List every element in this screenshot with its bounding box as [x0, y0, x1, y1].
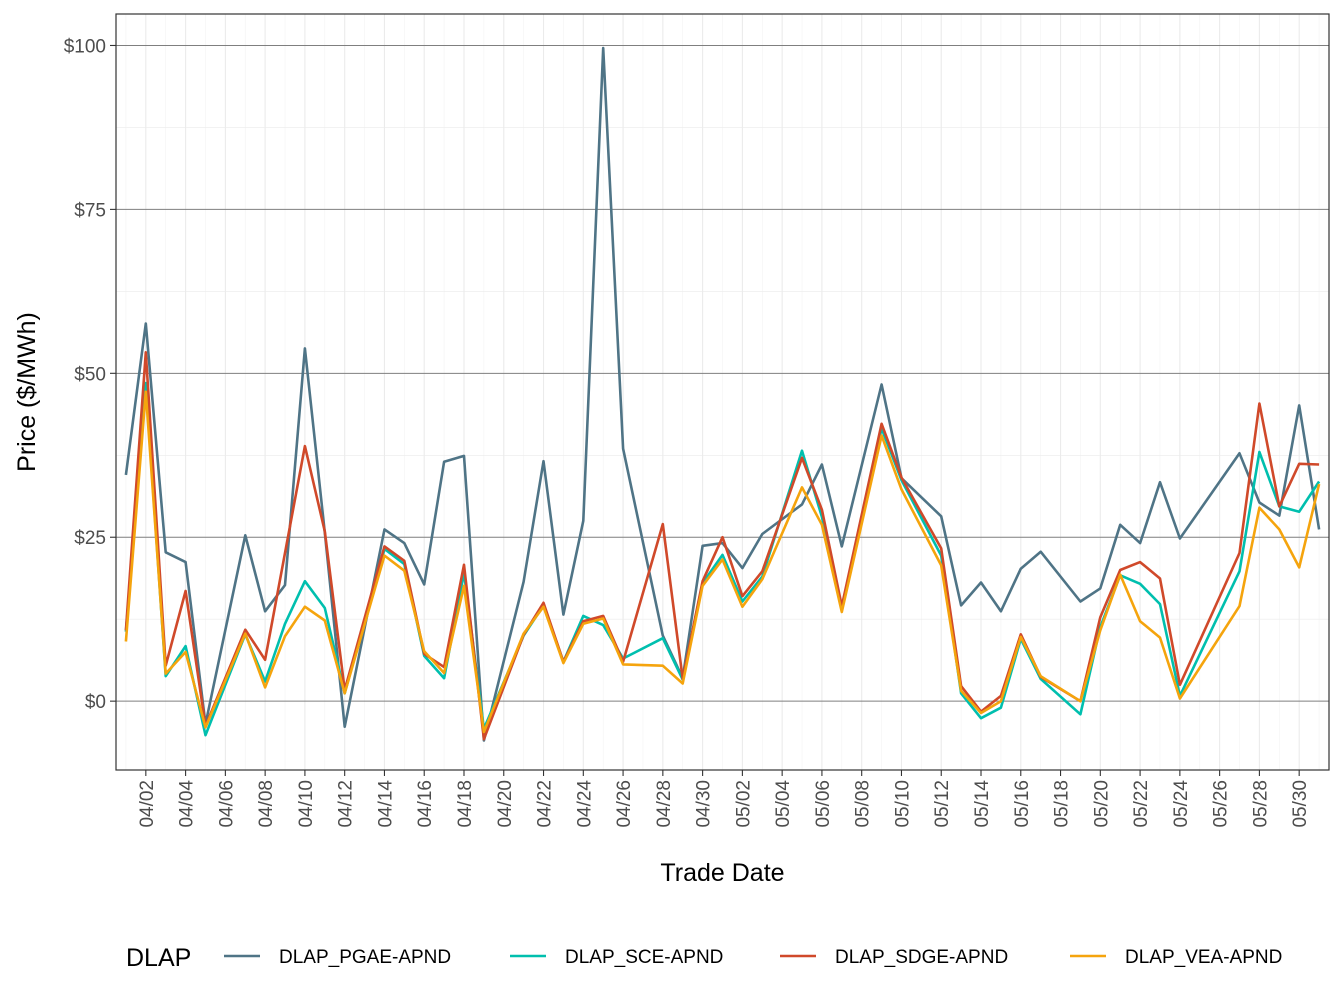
series-lines [124, 46, 1321, 742]
x-tick-label: 05/02 [733, 780, 754, 828]
x-tick-label: 04/12 [336, 780, 357, 828]
x-tick-label: 04/30 [694, 780, 715, 828]
x-tick-label: 05/16 [1012, 780, 1033, 828]
major-gridlines [116, 44, 1329, 702]
x-tick-label: 04/02 [137, 780, 158, 828]
x-tick-label: 04/16 [415, 780, 436, 828]
x-tick-label: 05/08 [853, 780, 874, 828]
legend-label-3: DLAP_SDGE-APND [835, 947, 1008, 968]
y-tick-label: $75 [74, 200, 106, 221]
x-tick-label: 04/18 [455, 780, 476, 828]
series-line-4 [124, 390, 1321, 734]
x-tick-label: 04/08 [256, 780, 277, 828]
x-tick-label: 05/22 [1131, 780, 1152, 828]
x-tick-label: 04/06 [216, 780, 237, 828]
x-tick-label: 05/26 [1211, 780, 1232, 828]
x-axis-title: Trade Date [660, 859, 784, 887]
x-tick-label: 04/28 [654, 780, 675, 828]
x-tick-label: 05/10 [892, 780, 913, 828]
legend-title: DLAP [126, 944, 191, 972]
x-tick-label: 04/14 [375, 780, 396, 828]
legend-label-4: DLAP_VEA-APND [1125, 947, 1282, 968]
x-tick-label: 04/04 [177, 780, 198, 828]
y-tick-label: $100 [64, 36, 106, 57]
y-axis-title: Price ($/MWh) [13, 312, 41, 472]
x-tick-label: 04/10 [296, 780, 317, 828]
legend-label-1: DLAP_PGAE-APND [279, 947, 451, 968]
y-tick-label: $50 [74, 364, 106, 385]
legend: DLAP DLAP_PGAE-APND DLAP_SCE-APND DLAP_SDG… [126, 944, 1282, 972]
x-tick-label: 05/18 [1052, 780, 1073, 828]
x-tick-label: 04/26 [614, 780, 635, 828]
y-axis: $0 $25 $50 $75 $100 [64, 36, 116, 713]
plot-panel-border [115, 13, 1330, 771]
x-tick-label: 05/20 [1091, 780, 1112, 828]
x-tick-label: 05/30 [1290, 780, 1311, 828]
x-tick-label: 04/24 [574, 780, 595, 828]
series-line-1 [124, 46, 1321, 742]
x-tick-label: 05/06 [813, 780, 834, 828]
legend-label-2: DLAP_SCE-APND [565, 947, 723, 968]
x-tick-label: 05/24 [1171, 780, 1192, 828]
x-tick-label: 05/12 [932, 780, 953, 828]
series-line-3 [124, 350, 1320, 741]
x-tick-label: 05/04 [773, 780, 794, 828]
x-tick-label: 04/22 [535, 780, 556, 828]
x-tick-label: 04/20 [495, 780, 516, 828]
x-axis: 04/02 04/04 04/06 04/08 04/10 04/12 04/14 04/16… [137, 770, 1311, 828]
minor-gridlines [116, 14, 1329, 770]
y-tick-label: $0 [85, 692, 106, 713]
y-tick-label: $25 [74, 528, 106, 549]
x-tick-label: 05/14 [972, 780, 993, 828]
x-tick-label: 05/28 [1250, 780, 1271, 828]
